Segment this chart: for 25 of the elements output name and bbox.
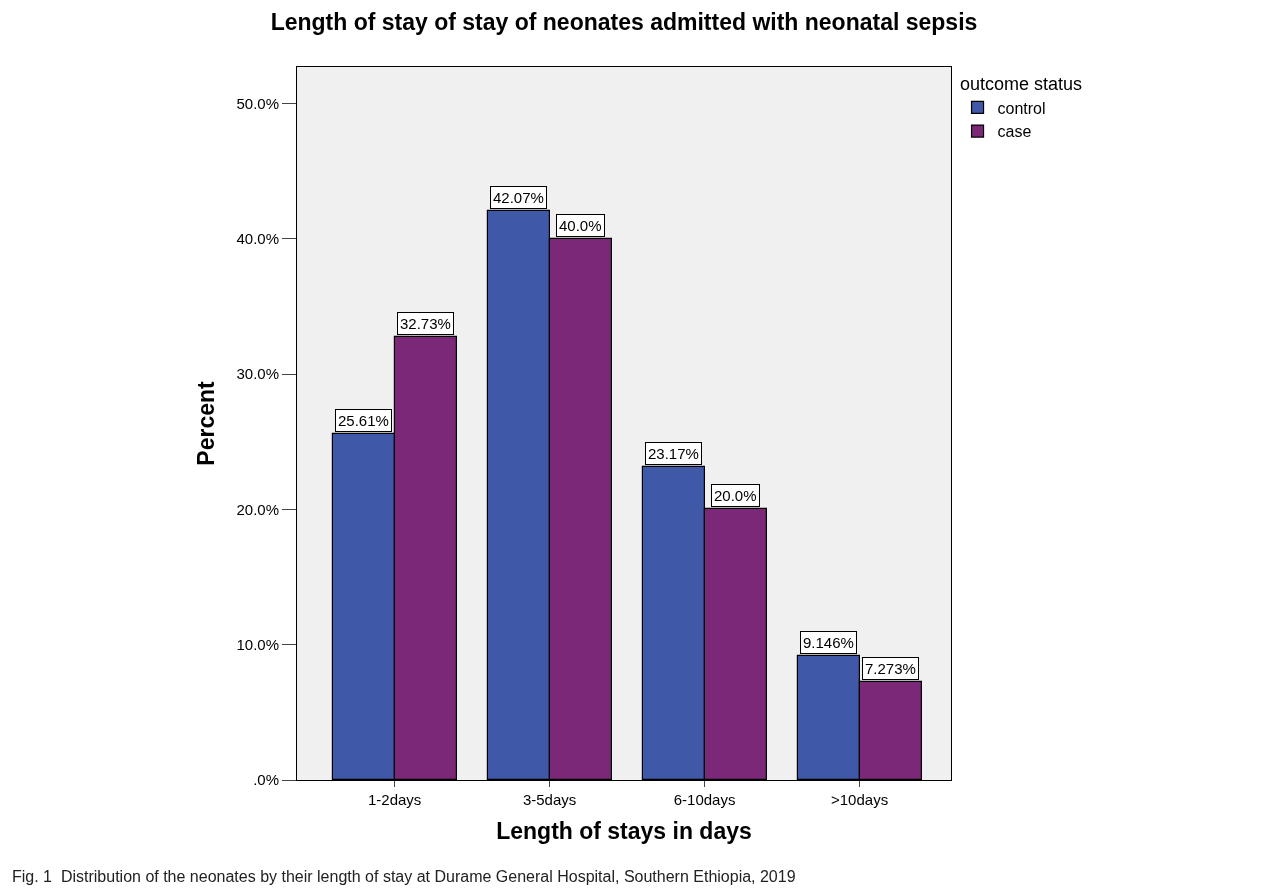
caption: Fig. 1 Distribution of the neonates by their length of stay at Durame General Hospital, Southern Ethiopia, 2019 <box>12 868 796 885</box>
legend-label: case <box>997 123 1032 141</box>
data-label: 40.0% <box>559 217 602 234</box>
y-tick-label: 40.0% <box>236 230 279 248</box>
data-label: 7.273% <box>865 660 916 677</box>
y-tick-label: 20.0% <box>236 500 279 518</box>
y-tick-label: 50.0% <box>236 94 279 112</box>
y-tick-label: .0% <box>253 771 279 789</box>
data-label: 42.07% <box>493 189 544 206</box>
legend-title: outcome status <box>960 74 1083 95</box>
data-label: 25.61% <box>338 412 389 429</box>
data-label: 20.0% <box>714 487 757 504</box>
y-tick-label: 30.0% <box>236 365 279 383</box>
x-tick-label: 3-5days <box>522 791 577 808</box>
data-label: 9.146% <box>803 634 854 651</box>
x-axis-title: Length of stays in days <box>496 817 752 844</box>
data-label: 23.17% <box>648 445 699 462</box>
y-tick-label: 10.0% <box>236 635 279 653</box>
x-tick-label: 6-10days <box>673 791 736 808</box>
y-axis-title: Percent <box>192 380 219 466</box>
chart-title: Length of stay of stay of neonates admitted with neonatal sepsis <box>270 8 978 35</box>
x-tick-label: >10days <box>830 791 889 808</box>
legend-label: control <box>997 99 1046 117</box>
x-tick-label: 1-2days <box>367 791 422 808</box>
data-label: 32.73% <box>400 315 451 332</box>
